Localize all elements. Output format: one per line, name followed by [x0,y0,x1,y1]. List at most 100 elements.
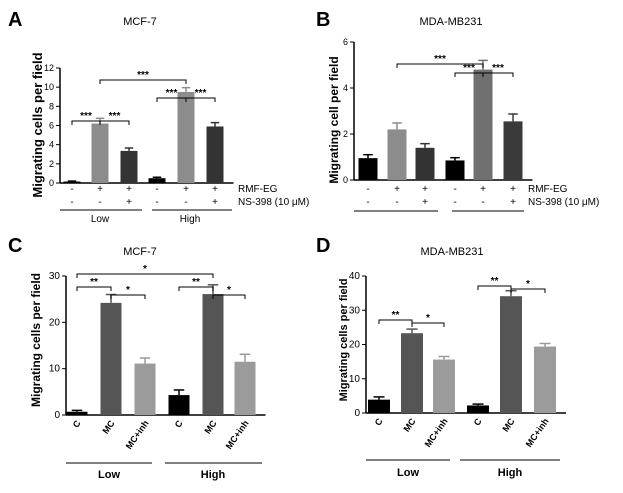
y-tick-label: 0 [54,410,60,421]
condition-sign: + [126,184,132,195]
significance-label: *** [492,63,504,74]
significance-label: * [126,285,130,296]
significance-bracket [76,273,214,278]
group-label-low-a: Low [91,214,110,225]
x-tick-label: C [373,416,385,427]
panel-letter-c: C [8,235,22,257]
ylabel-a: Migrating cells per field [30,52,45,197]
x-tick-label: MC [500,416,517,434]
x-tick-label: MC+inh [524,416,551,449]
plot-b: 0 2 4 6 *** *** *** [343,37,533,185]
significance-label: *** [463,63,475,74]
x-tick-label: C [472,416,484,427]
x-tick-label: C [173,418,185,429]
y-tick-label: 4 [343,83,348,93]
group-labels-d: Low High [366,459,560,479]
y-tick-label: 4 [49,140,54,150]
significance-bracket [99,120,130,125]
significance-label: ** [392,310,400,321]
condition-sign: + [183,184,189,195]
y-tick-label: 0 [343,175,348,185]
bar [91,123,109,183]
significance-label: *** [80,111,92,122]
panel-letter-b: B [316,9,330,31]
bar [433,359,455,413]
condition-sign: - [155,184,158,195]
bar [467,405,489,413]
y-tick-label: 10 [49,364,61,375]
bar [148,178,166,183]
panel-letter-d: D [316,235,330,257]
bar [234,361,256,415]
y-tick-label: 20 [49,317,61,328]
title-d: MDA-MB231 [421,246,484,258]
x-tick-label: MC+inh [124,418,151,451]
bar [368,399,390,413]
row-label-ns398-a: NS-398 (10 μM) [238,197,309,208]
x-tick-label: MC [100,418,117,436]
ylabel-c: Migrating cells per field [29,273,43,407]
bar [358,158,378,180]
significance-bracket [76,286,112,291]
bar [445,160,465,180]
significance-label: ** [90,277,98,288]
bar [473,69,493,180]
significance-label: *** [434,54,446,65]
significance-label: * [227,285,231,296]
significance-bracket [185,97,216,102]
group-label-high-d: High [498,467,523,479]
bar [134,363,156,415]
significance-bracket [212,294,246,299]
y-tick-label: 12 [44,63,54,73]
bar [503,121,523,180]
significance-bracket [99,79,187,84]
condition-sign: - [395,197,398,208]
condition-sign: - [98,197,101,208]
row-label-ns398-b: NS-398 (10 μM) [528,197,599,208]
significance-bracket [482,72,514,77]
significance-bracket [178,286,214,291]
group-label-high-c: High [201,469,226,481]
significance-bracket [378,319,413,324]
y-tick-label: 8 [49,101,54,111]
significance-label: *** [166,88,178,99]
x-tick-label: MC+inh [423,416,450,449]
x-tick-label: MC+inh [224,418,251,451]
significance-label: ** [192,277,200,288]
group-label-high-a: High [180,214,201,225]
condition-sign: - [155,197,158,208]
bar [202,294,224,415]
x-tick-label: MC [401,416,418,434]
significance-label: *** [109,111,121,122]
bar [100,302,122,415]
group-label-low-c: Low [98,469,120,481]
condition-sign: - [366,197,369,208]
significance-bracket [396,63,484,68]
y-tick-label: 30 [349,305,361,316]
condition-sign: - [453,184,456,195]
significance-label: ** [491,276,499,287]
significance-bracket [477,285,512,290]
bar [66,411,88,415]
significance-label: *** [195,88,207,99]
bar [177,91,195,183]
y-tick-label: 2 [49,159,54,169]
condition-sign: + [510,197,516,208]
condition-sign: + [422,197,428,208]
group-label-low-d: Low [397,467,419,479]
condition-table-b: - + + - + + - - + - - + RMF-EG NS-398 (10 μM) [354,184,599,212]
significance-label: *** [137,70,149,81]
condition-sign: - [70,197,73,208]
title-b: MDA-MB231 [420,16,483,28]
condition-table-a: - + + - + + - - + - - + RMF-EG NS-398 (10 μM) Low H… [60,184,309,225]
significance-bracket [510,288,546,293]
bar [534,346,556,413]
bar [401,333,423,413]
row-label-rmf-eg-a: RMF-EG [238,184,278,195]
condition-sign: - [184,197,187,208]
ylabel-d: Migrating cells per field [338,279,350,402]
significance-label: * [426,313,430,324]
condition-sign: + [97,184,103,195]
significance-bracket [411,322,445,327]
